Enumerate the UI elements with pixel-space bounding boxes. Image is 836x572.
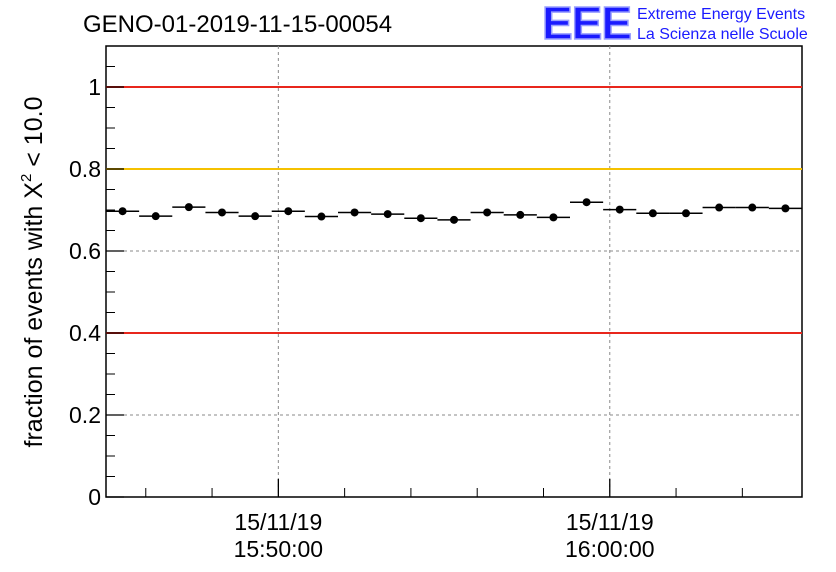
axes: 00.20.40.60.8115/11/1915:50:0015/11/1916…: [69, 45, 743, 562]
data-point: [582, 198, 591, 207]
logo-line-1: Extreme Energy Events: [637, 6, 805, 23]
data-point: [483, 208, 492, 217]
data-point: [781, 204, 790, 213]
data-point: [317, 212, 326, 221]
plot-frame: [105, 45, 803, 498]
y-tick-label: 0.4: [69, 320, 101, 346]
y-tick-label: 1: [88, 74, 101, 100]
x-tick-label-time: 16:00:00: [565, 536, 655, 562]
x-tick-label-date: 15/11/19: [566, 509, 654, 535]
logo-line-2: La Scienza nelle Scuole: [637, 26, 808, 43]
data-point: [416, 214, 425, 223]
y-axis-label-sup: 2: [18, 174, 35, 182]
data-point: [284, 207, 293, 216]
svg-text:fraction of events with: fraction of events with X2 < 10.0: [9, 97, 48, 448]
y-tick-label: 0.2: [69, 402, 101, 428]
data-point: [350, 208, 359, 217]
y-axis-label-text: fraction of events with: [20, 206, 48, 448]
y-axis-label-rest: < 10.0: [20, 97, 48, 167]
data-point: [748, 203, 757, 212]
data-series: [106, 198, 802, 224]
data-point: [383, 210, 392, 219]
y-axis-title: fraction of events with X2 < 10.0: [9, 97, 48, 448]
data-point: [516, 210, 525, 219]
y-tick-label: 0.8: [69, 156, 101, 182]
data-point: [218, 208, 226, 217]
data-point: [151, 212, 160, 221]
eee-logo: EEE Extreme Energy Events La Scienza nel…: [541, 0, 808, 50]
data-point: [118, 207, 127, 216]
data-point: [450, 215, 458, 224]
data-point: [648, 209, 657, 218]
data-point: [615, 205, 624, 214]
y-tick-label: 0: [88, 484, 101, 510]
data-point: [682, 209, 690, 218]
y-tick-label: 0.6: [69, 238, 101, 264]
data-point: [715, 203, 724, 212]
data-point: [549, 213, 558, 222]
data-point: [251, 212, 260, 221]
x-tick-label-date: 15/11/19: [234, 509, 322, 535]
data-point: [184, 203, 193, 212]
y-axis-label-chi: X: [20, 182, 48, 199]
reference-lines: [106, 86, 802, 334]
eee-logo-mark: EEE: [542, 0, 631, 49]
chart-title: GENO-01-2019-11-15-00054: [83, 11, 392, 38]
x-tick-label-time: 15:50:00: [234, 536, 324, 562]
